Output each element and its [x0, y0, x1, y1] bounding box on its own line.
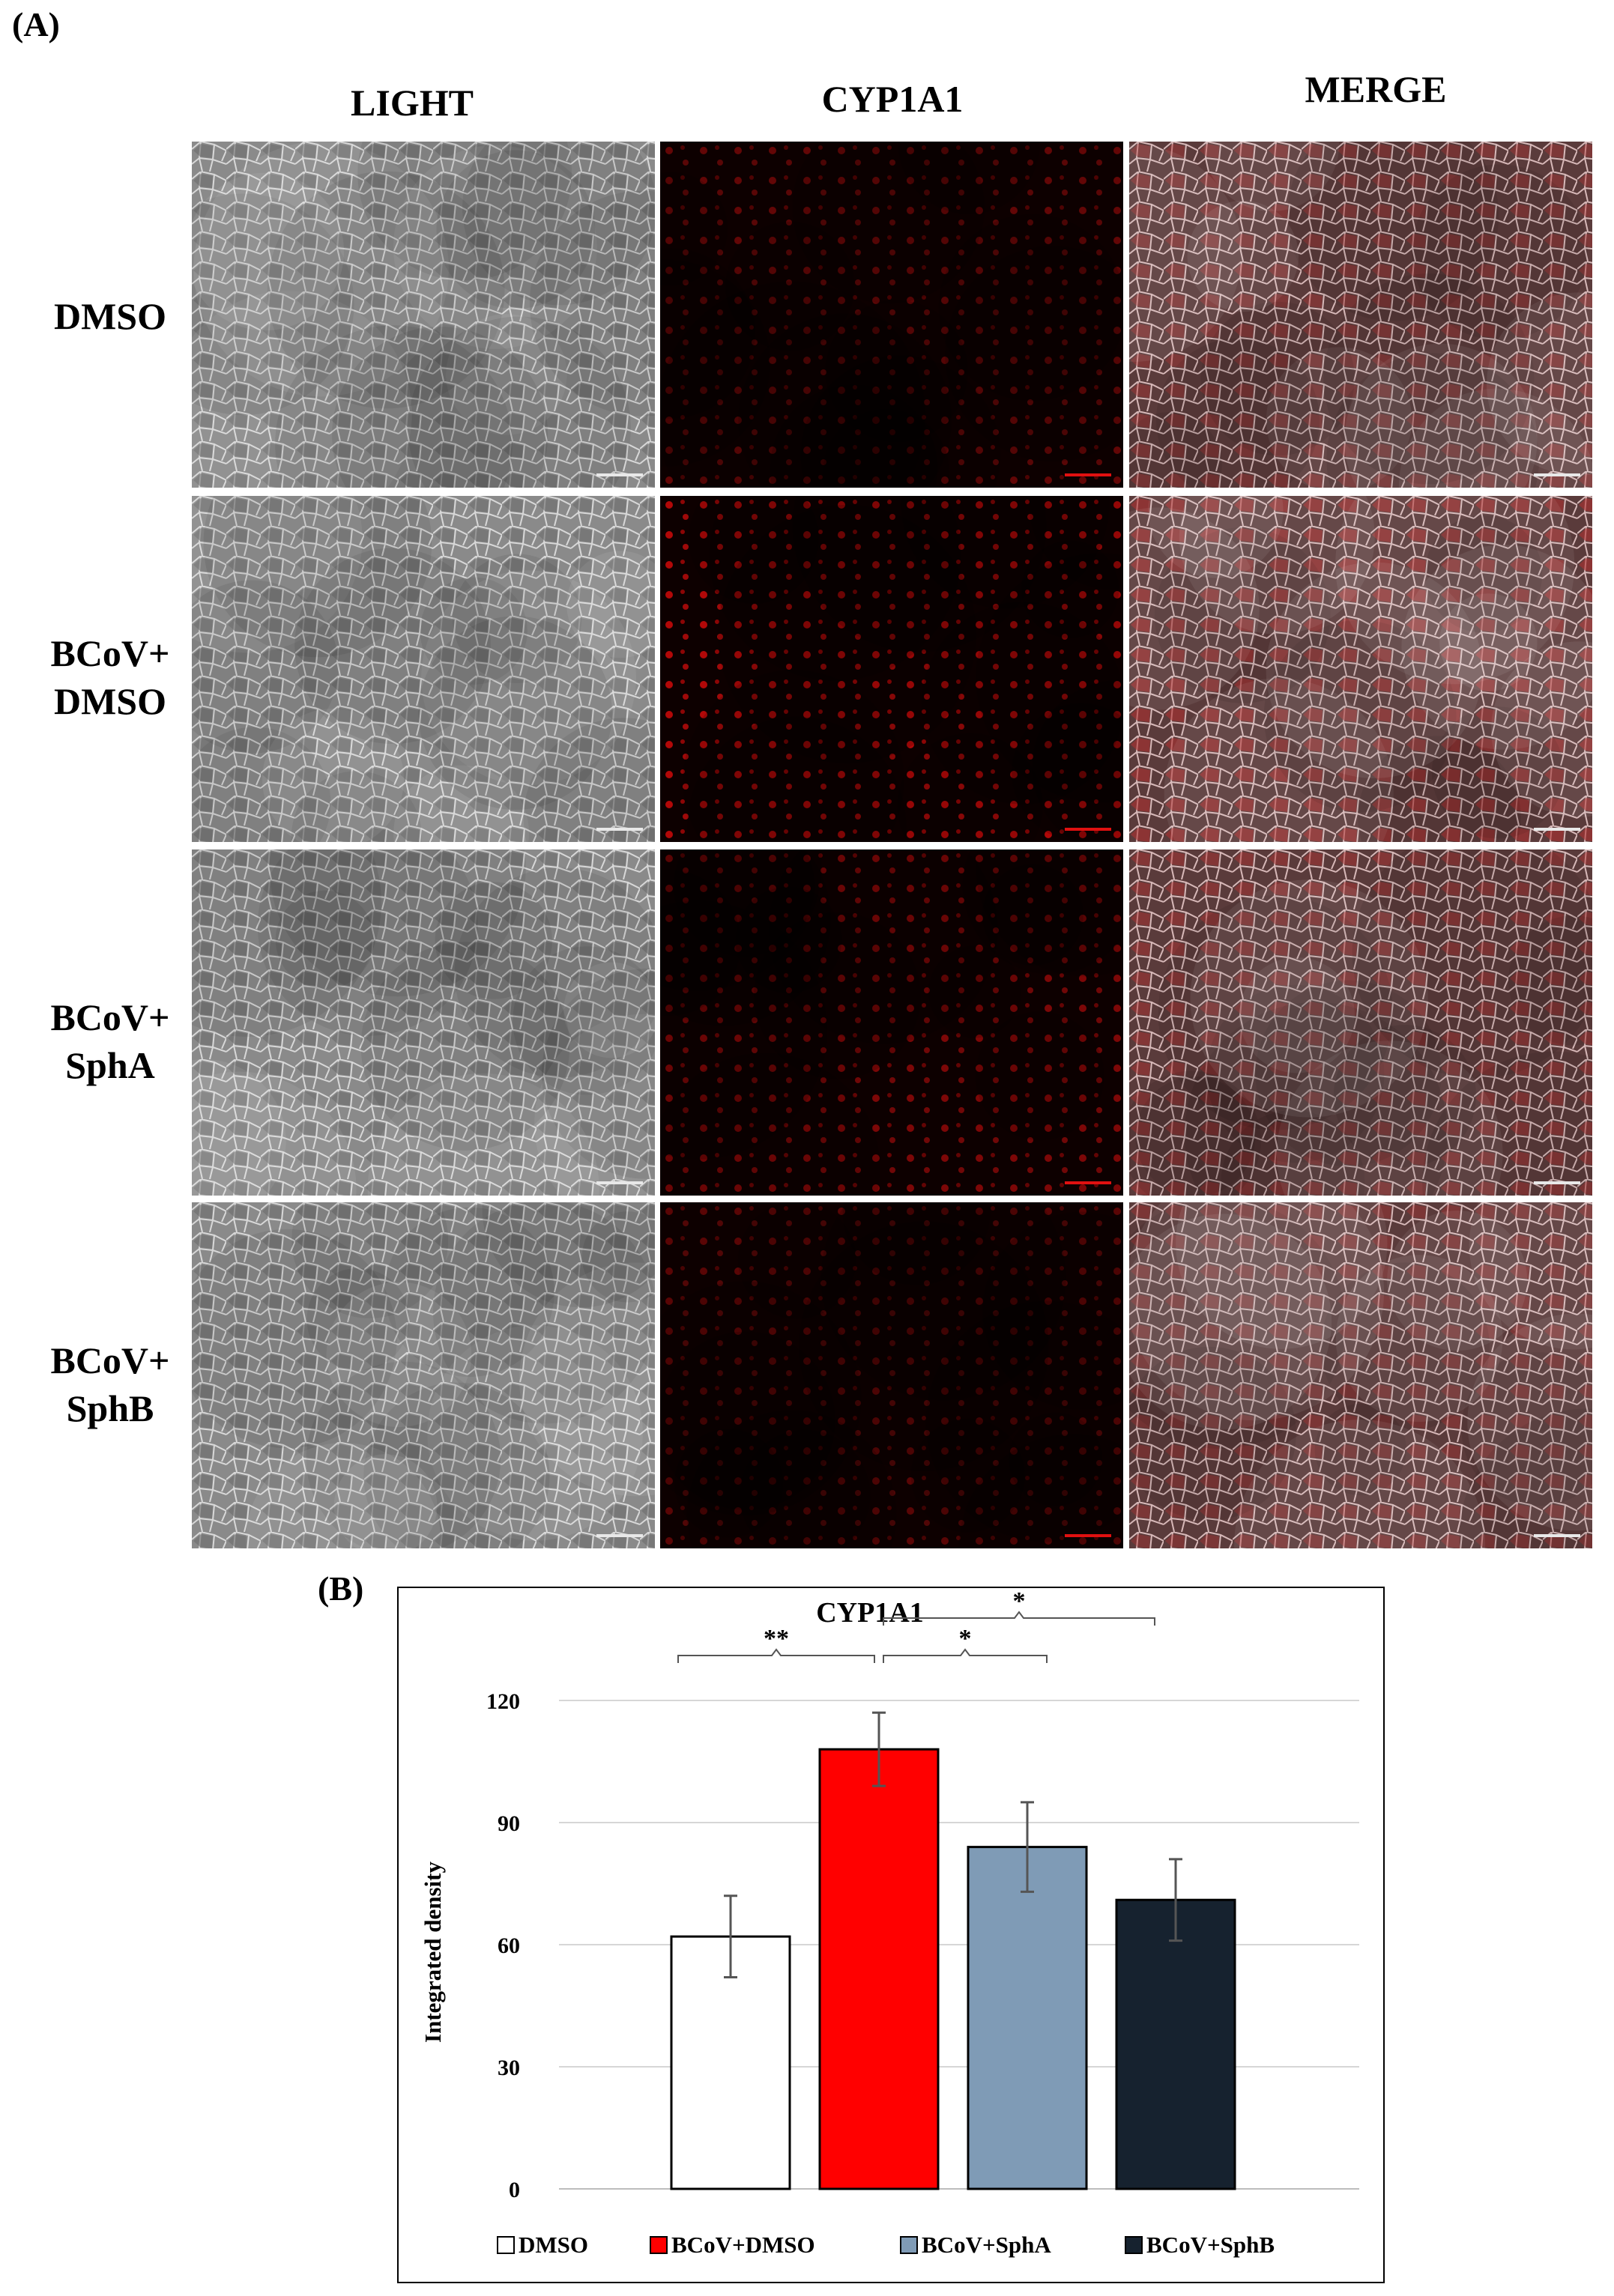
row-header-line2: SphA — [65, 1044, 155, 1086]
micrograph-light — [192, 142, 655, 488]
micrograph-merge — [1129, 496, 1592, 842]
significance-label: * — [1013, 1588, 1026, 1615]
micrograph-image — [660, 849, 1123, 1196]
significance-bracket-0: ** — [677, 1625, 875, 1663]
error-bar-0 — [724, 1894, 737, 1978]
row-header-line1: BCoV+ — [50, 1339, 170, 1381]
chart-title: CYP1A1 — [816, 1597, 924, 1629]
legend-item-2: BCoV+SphA — [900, 2232, 1051, 2258]
bar-0 — [670, 1935, 791, 2190]
row-header-line1: BCoV+ — [50, 996, 170, 1038]
legend-swatch — [900, 2236, 918, 2254]
bar-3 — [1115, 1898, 1236, 2190]
micrograph-light — [192, 849, 655, 1196]
row-header-bcov-spha: BCoV+ SphA — [16, 993, 204, 1089]
micrograph-light — [192, 496, 655, 842]
significance-bracket-2: * — [883, 1587, 1155, 1626]
micrograph-image — [192, 1202, 655, 1548]
row-header-bcov-sphb: BCoV+ SphB — [16, 1336, 204, 1432]
chart-frame: CYP1A1 0 30 60 90 120 Integrated density ** * * DM… — [397, 1587, 1385, 2283]
micrograph-image — [660, 496, 1123, 842]
significance-bracket-1: * — [883, 1625, 1048, 1663]
y-tick-label: 60 — [498, 1933, 520, 1958]
micrograph-image — [192, 849, 655, 1196]
micrograph-cyp1a1 — [660, 496, 1123, 842]
column-header-merge: MERGE — [1305, 68, 1447, 110]
row-header-line1: BCoV+ — [50, 632, 170, 674]
legend-label: DMSO — [519, 2232, 588, 2258]
y-tick-label: 30 — [498, 2056, 520, 2080]
significance-label: * — [959, 1625, 972, 1653]
micrograph-image — [192, 142, 655, 488]
legend-item-1: BCoV+DMSO — [650, 2232, 815, 2258]
micrograph-image — [660, 1202, 1123, 1548]
micrograph-light — [192, 1202, 655, 1548]
legend-item-3: BCoV+SphB — [1125, 2232, 1275, 2258]
row-header-line2: DMSO — [54, 680, 166, 722]
legend-swatch — [650, 2236, 668, 2254]
error-bar-1 — [872, 1711, 886, 1787]
column-header-cyp1a1: CYP1A1 — [821, 78, 964, 120]
row-header-line1: DMSO — [54, 295, 166, 337]
row-header-line2: SphB — [66, 1387, 154, 1429]
y-tick-label: 90 — [498, 1811, 520, 1836]
y-tick-label: 0 — [509, 2178, 520, 2202]
legend-label: BCoV+SphA — [922, 2232, 1051, 2258]
micrograph-image — [1129, 1202, 1592, 1548]
micrograph-cyp1a1 — [660, 1202, 1123, 1548]
panel-b-label: (B) — [318, 1569, 364, 1608]
legend-swatch — [1125, 2236, 1143, 2254]
micrograph-merge — [1129, 142, 1592, 488]
error-bar-2 — [1021, 1801, 1034, 1893]
panel-a-label: (A) — [12, 5, 60, 43]
bar-2 — [967, 1846, 1088, 2190]
micrograph-image — [1129, 849, 1592, 1196]
significance-label: ** — [764, 1625, 789, 1653]
micrograph-cyp1a1 — [660, 849, 1123, 1196]
legend-item-0: DMSO — [497, 2232, 588, 2258]
legend-label: BCoV+DMSO — [671, 2232, 815, 2258]
micrograph-merge — [1129, 849, 1592, 1196]
micrograph-cyp1a1 — [660, 142, 1123, 488]
legend-label: BCoV+SphB — [1146, 2232, 1275, 2258]
micrograph-merge — [1129, 1202, 1592, 1548]
column-header-light: LIGHT — [351, 82, 474, 124]
y-axis-label: Integrated density — [420, 1862, 446, 2043]
bar-1 — [818, 1748, 940, 2190]
error-bar-3 — [1169, 1858, 1182, 1942]
row-header-bcov-dmso: BCoV+ DMSO — [16, 629, 204, 725]
micrograph-image — [192, 496, 655, 842]
y-tick-label: 120 — [486, 1689, 520, 1714]
row-header-dmso: DMSO — [16, 292, 204, 340]
micrograph-image — [660, 142, 1123, 488]
legend-swatch — [497, 2236, 515, 2254]
micrograph-image — [1129, 496, 1592, 842]
micrograph-image — [1129, 142, 1592, 488]
